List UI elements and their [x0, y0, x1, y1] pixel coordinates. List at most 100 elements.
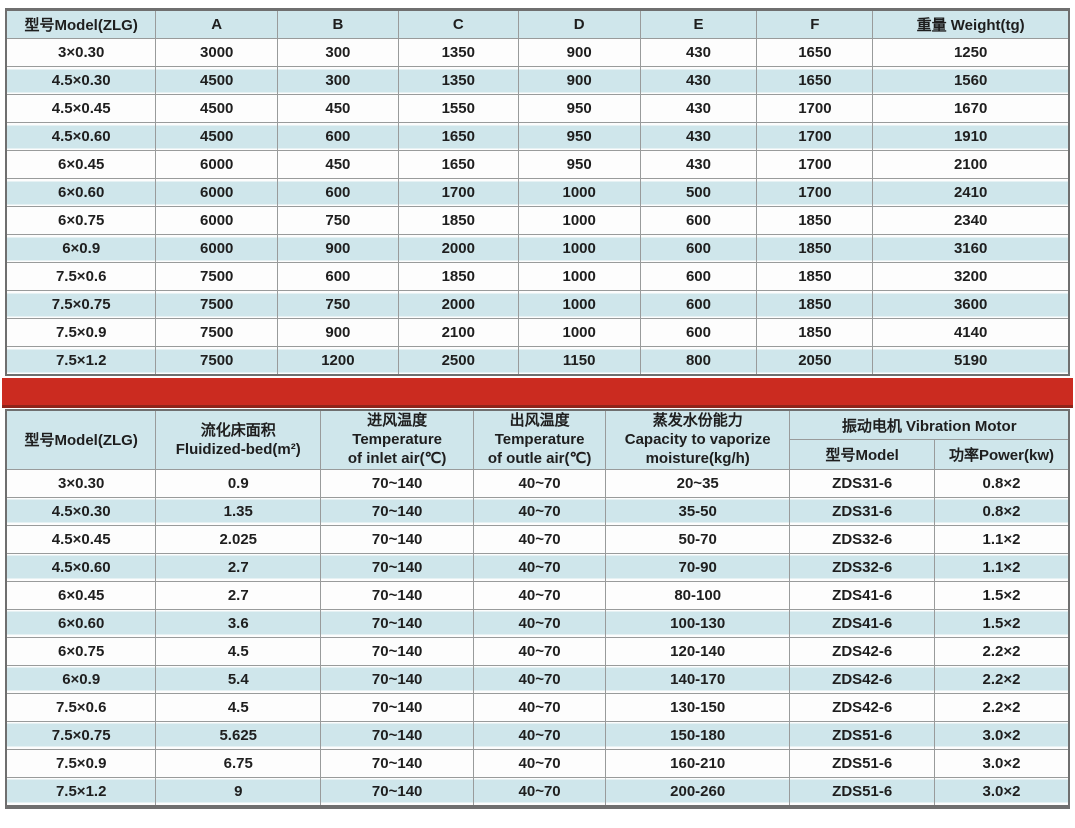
table-cell: 40~70 — [473, 720, 606, 750]
table-cell: 2340 — [872, 206, 1070, 235]
column-header-f: F — [756, 9, 874, 39]
table-cell: 70~140 — [320, 664, 475, 694]
table-cell: 600 — [277, 178, 399, 207]
table-row: 3×0.30 3000 300 1350 900 430 1650 1250 — [5, 38, 1070, 67]
table-cell: 3.0×2 — [933, 776, 1070, 808]
table-cell: 4.5×0.45 — [5, 94, 157, 123]
table-cell: 70~140 — [320, 524, 475, 554]
table-cell: 130-150 — [604, 692, 791, 722]
table-cell: 430 — [639, 38, 758, 67]
table-cell: 1000 — [517, 290, 641, 319]
table-row: 4.5×0.30 4500 300 1350 900 430 1650 1560 — [5, 66, 1070, 95]
table-cell: 2000 — [397, 290, 519, 319]
table-cell: 950 — [517, 94, 641, 123]
column-header-fluidized-bed: 流化床面积 Fluidized-bed(m²) — [155, 409, 322, 470]
table-cell: 2410 — [872, 178, 1070, 207]
table-cell: 40~70 — [473, 608, 606, 638]
table-cell: ZDS42-6 — [789, 636, 935, 666]
table-cell: 6×0.60 — [5, 608, 157, 638]
table-cell: 900 — [517, 38, 641, 67]
table-row: 7.5×0.9 7500 900 2100 1000 600 1850 4140 — [5, 318, 1070, 347]
table-cell: 600 — [277, 262, 399, 291]
column-header-vaporize-capacity: 蒸发水份能力 Capacity to vaporize moisture(kg/… — [604, 409, 791, 470]
table-cell: 7.5×0.75 — [5, 720, 157, 750]
table-cell: 70~140 — [320, 692, 475, 722]
table-cell: 600 — [639, 234, 758, 263]
table-cell: 7.5×1.2 — [5, 346, 157, 376]
table-cell: 2.2×2 — [933, 664, 1070, 694]
table-cell: 2.2×2 — [933, 636, 1070, 666]
table-cell: 2500 — [397, 346, 519, 376]
column-header-outlet-temp: 出风温度 Temperature of outle air(℃) — [473, 409, 606, 470]
table-cell: 900 — [277, 234, 399, 263]
table-cell: 1650 — [756, 66, 874, 95]
table-cell: 4.5×0.45 — [5, 524, 157, 554]
table-cell: 2100 — [397, 318, 519, 347]
table-cell: 0.8×2 — [933, 468, 1070, 498]
table-cell: 2050 — [756, 346, 874, 376]
table-cell: 70~140 — [320, 580, 475, 610]
column-header-motor-model: 型号Model — [789, 439, 935, 470]
table-cell: 4.5×0.60 — [5, 122, 157, 151]
table-cell: 6×0.60 — [5, 178, 157, 207]
table-cell: 6×0.75 — [5, 206, 157, 235]
table-row: 6×0.60 6000 600 1700 1000 500 1700 2410 — [5, 178, 1070, 207]
table-cell: 40~70 — [473, 496, 606, 526]
table-row: 4.5×0.45 2.025 70~140 40~70 50-70 ZDS32-6 1.1×… — [5, 524, 1070, 554]
table-cell: 430 — [639, 150, 758, 179]
table-cell: 3160 — [872, 234, 1070, 263]
table-row: 6×0.45 2.7 70~140 40~70 80-100 ZDS41-6 1.5×2 — [5, 580, 1070, 610]
table-cell: 7.5×0.6 — [5, 692, 157, 722]
table-cell: 3×0.30 — [5, 468, 157, 498]
performance-header-row-1: 型号Model(ZLG) 流化床面积 Fluidized-bed(m²) 进风温… — [5, 409, 1070, 470]
table-cell: 300 — [277, 66, 399, 95]
table-cell: 600 — [639, 290, 758, 319]
table-row: 7.5×0.75 5.625 70~140 40~70 150-180 ZDS51-6 3.… — [5, 720, 1070, 750]
column-header-c: C — [397, 9, 519, 39]
table-cell: 1000 — [517, 318, 641, 347]
table-cell: 450 — [277, 150, 399, 179]
table-cell: 500 — [639, 178, 758, 207]
table-row: 4.5×0.30 1.35 70~140 40~70 35-50 ZDS31-6 0.8×2 — [5, 496, 1070, 526]
column-header-weight: 重量 Weight(tg) — [872, 9, 1070, 39]
table-cell: 1000 — [517, 262, 641, 291]
table-cell: 1.1×2 — [933, 552, 1070, 582]
table-cell: 1560 — [872, 66, 1070, 95]
table-cell: 900 — [277, 318, 399, 347]
table-cell: 3600 — [872, 290, 1070, 319]
table-cell: 1850 — [756, 206, 874, 235]
table-cell: 600 — [639, 262, 758, 291]
table-row: 7.5×1.2 9 70~140 40~70 200-260 ZDS51-6 3.0×2 — [5, 776, 1070, 808]
table-cell: ZDS42-6 — [789, 692, 935, 722]
table-cell: 0.8×2 — [933, 496, 1070, 526]
table-cell: 600 — [639, 318, 758, 347]
table-cell: 9 — [155, 776, 322, 808]
table-cell: 430 — [639, 122, 758, 151]
table-row: 6×0.75 4.5 70~140 40~70 120-140 ZDS42-6 2.2×2 — [5, 636, 1070, 666]
table-cell: 1000 — [517, 178, 641, 207]
table-cell: ZDS31-6 — [789, 468, 935, 498]
dimensions-table: 型号Model(ZLG) A B C D E F 重量 Weight(tg) 3… — [5, 8, 1070, 376]
table-row: 3×0.30 0.9 70~140 40~70 20~35 ZDS31-6 0.8×2 — [5, 468, 1070, 498]
table-cell: 1350 — [397, 38, 519, 67]
dimensions-table-body: 3×0.30 3000 300 1350 900 430 1650 1250 4.5×0.30 4… — [5, 38, 1070, 376]
table-cell: 3.6 — [155, 608, 322, 638]
table-cell: 1670 — [872, 94, 1070, 123]
table-cell: 1650 — [756, 38, 874, 67]
table-cell: 2.7 — [155, 552, 322, 582]
table-row: 6×0.60 3.6 70~140 40~70 100-130 ZDS41-6 1.5×2 — [5, 608, 1070, 638]
table-cell: 7.5×0.9 — [5, 748, 157, 778]
table-cell: 4.5×0.60 — [5, 552, 157, 582]
dimensions-header-row: 型号Model(ZLG) A B C D E F 重量 Weight(tg) — [5, 9, 1070, 39]
table-cell: ZDS41-6 — [789, 580, 935, 610]
table-cell: 3000 — [155, 38, 279, 67]
table-cell: 2.025 — [155, 524, 322, 554]
table-cell: 200-260 — [604, 776, 791, 808]
table-cell: 7500 — [155, 262, 279, 291]
table-cell: 4500 — [155, 66, 279, 95]
table-cell: 70~140 — [320, 748, 475, 778]
table-row: 4.5×0.45 4500 450 1550 950 430 1700 1670 — [5, 94, 1070, 123]
table-row: 6×0.9 5.4 70~140 40~70 140-170 ZDS42-6 2.2×2 — [5, 664, 1070, 694]
performance-header-row-2: 型号Model 功率Power(kw) — [6, 439, 1070, 470]
table-cell: 80-100 — [604, 580, 791, 610]
